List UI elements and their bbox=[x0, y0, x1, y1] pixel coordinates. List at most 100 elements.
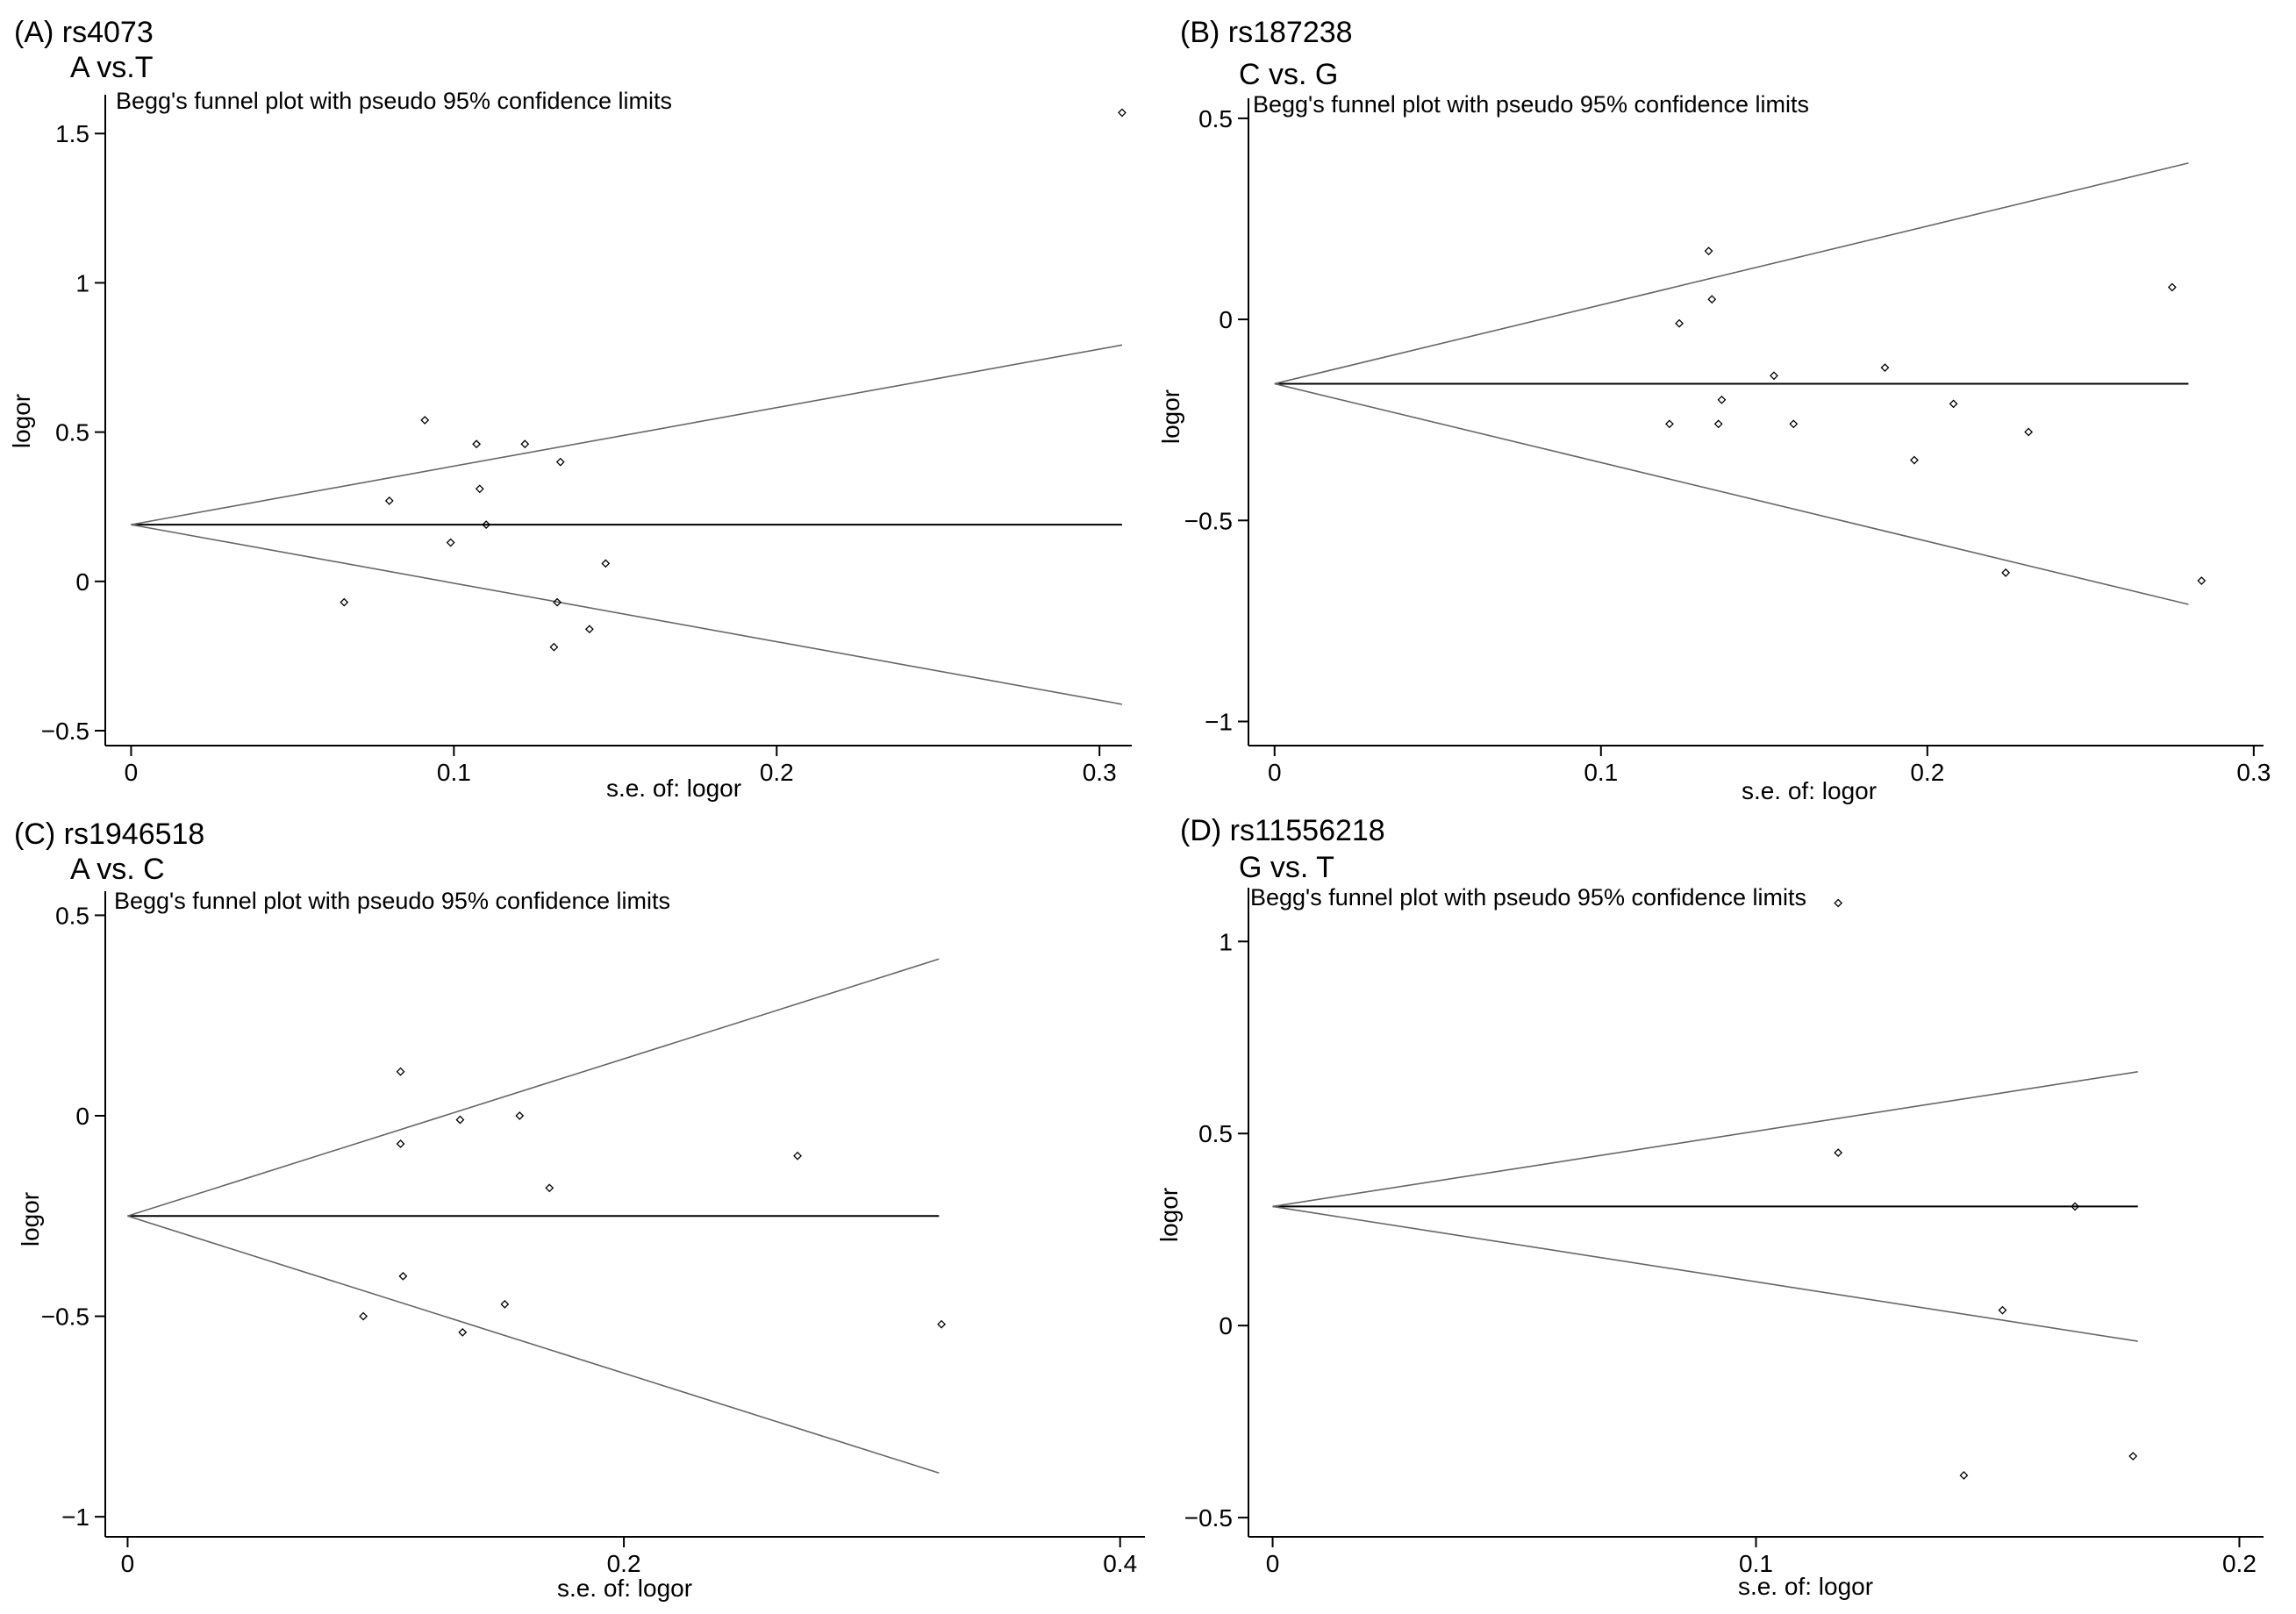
panel-b-x-axis-label: s.e. of: logor bbox=[1742, 777, 1877, 804]
panel-d-study-point bbox=[1834, 898, 1843, 908]
panel-a-study-point bbox=[340, 597, 349, 607]
panel-d-study-point bbox=[1998, 1305, 2007, 1315]
panel-a-study-point bbox=[520, 439, 530, 449]
panel-c-label: (C) rs1946518 bbox=[14, 818, 204, 851]
panel-a-label: (A) rs4073 bbox=[14, 16, 154, 49]
panel-c-x-axis-label: s.e. of: logor bbox=[557, 1575, 692, 1602]
panel-a-study-point bbox=[601, 559, 611, 568]
panel-a-study-point bbox=[584, 625, 594, 634]
panel-b-study-point bbox=[2167, 282, 2177, 292]
panel-d-plot-title: Begg's funnel plot with pseudo 95% confi… bbox=[1250, 884, 1806, 911]
panel-a-y-tick-label: −0.5 bbox=[41, 718, 89, 745]
panel-d-x-tick-label: 0 bbox=[1266, 1550, 1280, 1577]
panel-b-y-axis-label: logor bbox=[1157, 389, 1184, 444]
panel-d-plot-area: −0.5 0 0.5 1 0 0.1 0.2 bbox=[1184, 888, 2264, 1577]
panel-b-study-point bbox=[2001, 568, 2011, 577]
panel-b-x-tick-label: 0.2 bbox=[1910, 759, 1944, 786]
panel-c-study-point bbox=[500, 1299, 510, 1309]
panel-a-x-tick-label: 0.1 bbox=[437, 759, 471, 786]
panel-b-y-tick-label: −0.5 bbox=[1184, 507, 1233, 534]
panel-b-x-tick-label: 0.3 bbox=[2236, 759, 2271, 786]
panel-a-plot-title: Begg's funnel plot with pseudo 95% confi… bbox=[116, 88, 672, 114]
panel-a-lower-confidence-limit bbox=[131, 524, 1123, 705]
panel-d-study-point bbox=[2071, 1202, 2080, 1211]
panel-b-study-point bbox=[1789, 419, 1799, 429]
panel-c-study-point bbox=[515, 1111, 525, 1120]
panel-b-study-point bbox=[1910, 455, 1919, 465]
panel-d-study-point bbox=[1959, 1471, 1969, 1480]
panel-d-x-tick-label: 0.1 bbox=[1739, 1550, 1773, 1577]
panel-b-study-point bbox=[1675, 318, 1684, 328]
panel-d-x-tick-label: 0.2 bbox=[2222, 1550, 2257, 1577]
panel-b-study-point bbox=[1770, 371, 1778, 381]
panel-d-y-tick-label: 0.5 bbox=[1198, 1120, 1233, 1147]
panel-c-study-point bbox=[793, 1151, 802, 1161]
panel-c-study-point bbox=[937, 1319, 947, 1329]
panel-b-plot-area: −1 −0.5 0 0.5 0 0.1 0.2 0.3 bbox=[1184, 98, 2271, 786]
panel-c-study-point bbox=[455, 1115, 465, 1125]
panel-c-x-tick-label: 0.2 bbox=[607, 1550, 641, 1577]
panel-c-subtitle: A vs. C bbox=[70, 853, 165, 886]
panel-b-label: (B) rs187238 bbox=[1180, 16, 1353, 49]
panel-a: (A) rs4073 A vs.T Begg's funnel plot wit… bbox=[8, 16, 1132, 802]
panel-b-upper-confidence-limit bbox=[1274, 162, 2189, 385]
panel-c: (C) rs1946518 A vs. C Begg's funnel plot… bbox=[14, 818, 1145, 1602]
panel-b-study-point bbox=[1949, 399, 1958, 409]
panel-c-y-tick-label: 0 bbox=[75, 1103, 89, 1130]
panel-c-study-point bbox=[396, 1067, 405, 1076]
panel-b-study-point bbox=[2024, 427, 2034, 437]
panel-b-x-tick-label: 0 bbox=[1268, 759, 1282, 786]
panel-c-plot-title: Begg's funnel plot with pseudo 95% confi… bbox=[114, 888, 670, 914]
panel-a-study-point bbox=[553, 597, 562, 607]
panel-a-subtitle: A vs.T bbox=[70, 51, 153, 84]
panel-d-lower-confidence-limit bbox=[1272, 1205, 2138, 1342]
panel-d: (D) rs11556218 G vs. T Begg's funnel plo… bbox=[1155, 814, 2264, 1600]
panel-b: (B) rs187238 C vs. G Begg's funnel plot … bbox=[1157, 16, 2271, 804]
panel-b-plot-title: Begg's funnel plot with pseudo 95% confi… bbox=[1253, 91, 1809, 118]
panel-b-study-point bbox=[1713, 419, 1723, 429]
panel-c-study-point bbox=[458, 1327, 468, 1337]
panel-b-study-point bbox=[1880, 363, 1890, 373]
panel-c-y-tick-label: 0.5 bbox=[55, 902, 89, 929]
panel-a-y-tick-label: 1.5 bbox=[55, 120, 89, 147]
panel-a-y-tick-label: 0 bbox=[75, 568, 89, 596]
panel-c-y-tick-label: −0.5 bbox=[41, 1303, 89, 1331]
panel-d-y-tick-label: −0.5 bbox=[1184, 1504, 1233, 1532]
panel-b-y-tick-label: 0.5 bbox=[1198, 105, 1233, 132]
panel-c-y-axis-label: logor bbox=[17, 1192, 44, 1246]
panel-a-study-point bbox=[555, 457, 565, 467]
panel-a-upper-confidence-limit bbox=[131, 344, 1123, 525]
panel-a-study-point bbox=[446, 538, 455, 547]
panel-a-y-axis-label: logor bbox=[8, 394, 35, 448]
panel-b-y-tick-label: −1 bbox=[1205, 708, 1233, 735]
panel-a-study-point bbox=[549, 642, 559, 652]
panel-a-study-point bbox=[482, 520, 491, 530]
panel-c-y-tick-label: −1 bbox=[61, 1503, 89, 1531]
panel-a-plot-area: −0.5 0 0.5 1 1.5 0 0.1 0.2 0.3 bbox=[41, 95, 1132, 786]
panel-a-study-point bbox=[1118, 108, 1127, 118]
panel-a-x-axis-label: s.e. of: logor bbox=[606, 775, 741, 802]
panel-b-study-point bbox=[2197, 576, 2207, 585]
panel-c-x-tick-label: 0 bbox=[121, 1550, 135, 1577]
panel-d-study-point bbox=[2128, 1452, 2138, 1460]
panel-c-lower-confidence-limit bbox=[127, 1215, 940, 1475]
panel-a-study-point bbox=[384, 496, 394, 505]
panel-c-x-tick-label: 0.4 bbox=[1103, 1550, 1137, 1577]
panel-d-study-point bbox=[1834, 1148, 1843, 1158]
panel-a-y-tick-label: 0.5 bbox=[55, 419, 89, 446]
panel-c-study-point bbox=[396, 1139, 405, 1148]
panel-d-subtitle: G vs. T bbox=[1239, 851, 1334, 884]
panel-b-study-point bbox=[1717, 395, 1727, 404]
panel-d-upper-confidence-limit bbox=[1272, 1071, 2138, 1208]
panel-a-x-tick-label: 0.2 bbox=[760, 759, 794, 786]
panel-c-study-point bbox=[398, 1271, 408, 1281]
panel-d-y-tick-label: 1 bbox=[1219, 928, 1233, 955]
panel-b-x-tick-label: 0.1 bbox=[1584, 759, 1618, 786]
panel-c-study-point bbox=[545, 1183, 554, 1193]
panel-b-y-tick-label: 0 bbox=[1219, 306, 1233, 333]
panel-a-x-tick-label: 0 bbox=[125, 759, 139, 786]
panel-d-y-tick-label: 0 bbox=[1219, 1312, 1233, 1339]
panel-b-study-point bbox=[1704, 246, 1713, 256]
panel-c-plot-area: −1 −0.5 0 0.5 0 0.2 0.4 bbox=[41, 891, 1145, 1577]
